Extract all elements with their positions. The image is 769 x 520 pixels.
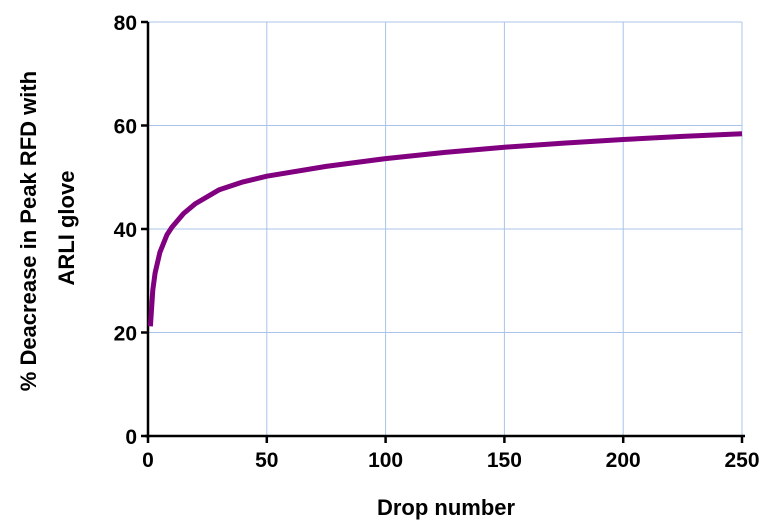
y-tick-label: 40 xyxy=(114,219,137,242)
series-line xyxy=(147,131,743,327)
y-axis-title-line-2: ARLI glove xyxy=(54,171,79,286)
y-tick-label: 0 xyxy=(125,426,137,449)
series-layer xyxy=(147,131,743,327)
axes xyxy=(145,22,745,438)
x-tick-label: 150 xyxy=(487,449,522,472)
y-tick-label: 60 xyxy=(114,116,137,139)
x-axis-ticks: 0 50 100 150 200 250 xyxy=(142,436,760,472)
y-tick-label: 20 xyxy=(114,323,137,346)
y-axis-title: % Deacrease in Peak RFD with ARLI glove xyxy=(16,65,79,391)
x-tick-label: 250 xyxy=(724,449,759,472)
x-axis-title: Drop number xyxy=(377,495,516,520)
y-axis-ticks: 0 20 40 60 80 xyxy=(114,12,148,449)
x-tick-label: 50 xyxy=(255,449,278,472)
x-tick-label: 200 xyxy=(606,449,641,472)
x-tick-label: 0 xyxy=(142,449,154,472)
x-tick-label: 100 xyxy=(368,449,403,472)
y-tick-label: 80 xyxy=(114,12,137,35)
y-axis-title-line-1: % Deacrease in Peak RFD with xyxy=(16,71,41,391)
grid-lines xyxy=(148,21,743,436)
